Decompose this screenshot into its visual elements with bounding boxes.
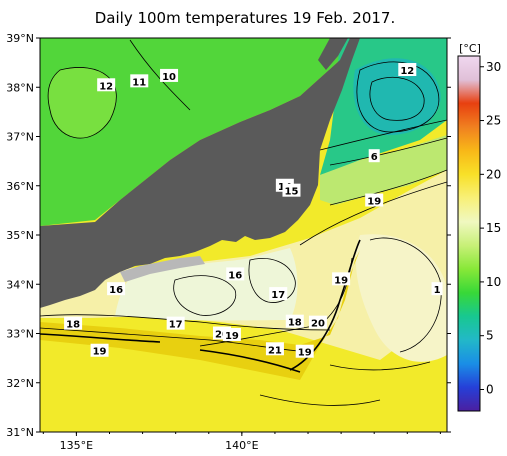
contour-label-bg (295, 344, 314, 358)
contour-label-bg (222, 327, 241, 341)
colorbar-tick-label: 15 (486, 221, 501, 235)
chart-title: Daily 100m temperatures 19 Feb. 2017. (95, 9, 396, 27)
lat-tick-label: 39°N (6, 32, 34, 45)
lat-tick-label: 32°N (6, 377, 34, 390)
latitude-ticks: 39°N 38°N 37°N 36°N 35°N 34°N 33°N 32°N 31°N (6, 32, 451, 439)
lat-tick-label: 36°N (6, 180, 34, 193)
contour-label: 21 (268, 345, 282, 356)
contour-label: 18 (288, 318, 302, 329)
coastal-shelf (120, 256, 205, 282)
contour-label-bg (160, 68, 179, 82)
contour-label: 12 (400, 66, 414, 77)
contour-label: 16 (228, 270, 242, 281)
colorbar-tick-label: 25 (486, 114, 501, 128)
contour-label-bg (97, 78, 116, 92)
map-area (40, 38, 447, 432)
lat-tick-label: 38°N (6, 81, 34, 94)
lon-tick-label: 135°E (60, 439, 93, 452)
contour-label-bg (226, 267, 245, 281)
contour-label: 19 (93, 347, 107, 358)
contour-label-bg (90, 343, 109, 357)
colorbar-tick-label: 5 (486, 329, 494, 343)
contour-label: 17 (169, 320, 183, 331)
contour-label: 1 (434, 285, 441, 296)
contour-label-bg (269, 287, 288, 301)
warm-core-eddy (355, 234, 447, 362)
contour-label: 6 (371, 152, 378, 163)
contour-label: 16 (109, 285, 123, 296)
contour-label-bg (368, 149, 380, 163)
contour-label: 17 (271, 290, 285, 301)
hokkaido-land (318, 38, 348, 70)
contour-label-bg (365, 193, 384, 207)
contour-label-bg (130, 74, 149, 88)
contour-label-bg (265, 342, 284, 356)
contour-label-bg (166, 316, 185, 330)
japan-sea-water (40, 38, 350, 226)
contour-label-bg (285, 314, 304, 328)
contour-label: 19 (225, 331, 239, 342)
lat-tick-label: 31°N (6, 426, 34, 439)
contour-labels: 1211101261415191616171911817182020191921… (64, 63, 443, 359)
contour-label: 19 (334, 275, 348, 286)
contour-label-bg (282, 183, 301, 197)
contour-label-bg (308, 315, 327, 329)
contour-label-bg (107, 282, 126, 296)
colorbar-unit: [°C] (459, 42, 481, 55)
isotherm-contours (40, 39, 447, 406)
contour-label: 20 (215, 330, 229, 341)
contour-label: 18 (66, 320, 80, 331)
lat-tick-label: 34°N (6, 278, 34, 291)
lon-tick-label: 140°E (225, 439, 258, 452)
lat-tick-label: 35°N (6, 229, 34, 242)
lat-tick-label: 33°N (6, 328, 34, 341)
contour-label-bg (398, 63, 417, 77)
contour-label: 15 (285, 187, 299, 198)
contour-label-bg (332, 272, 351, 286)
contour-label: 20 (311, 319, 325, 330)
offshore-front (320, 135, 447, 205)
longitude-ticks: 135°E 140°E (42, 432, 441, 452)
colorbar-tick-label: 20 (486, 167, 501, 181)
contour-label: 19 (298, 348, 312, 359)
honshu-land (40, 38, 360, 308)
contour-label: 11 (132, 77, 146, 88)
contour-label: 10 (162, 72, 176, 83)
colorbar (457, 55, 481, 412)
lat-tick-label: 37°N (6, 131, 34, 144)
colorbar-ticks: 30 25 20 15 10 5 0 (480, 60, 501, 396)
colorbar-tick-label: 30 (486, 60, 501, 74)
oyashio-core (353, 58, 441, 135)
contour-label-bg (64, 316, 83, 330)
colorbar-tick-label: 0 (486, 382, 494, 396)
colorbar-tick-label: 10 (486, 275, 501, 289)
contour-label: 19 (367, 197, 381, 208)
contour-label: 12 (99, 81, 113, 92)
contour-label-bg (431, 282, 443, 296)
coastal-cool-water (115, 248, 298, 321)
